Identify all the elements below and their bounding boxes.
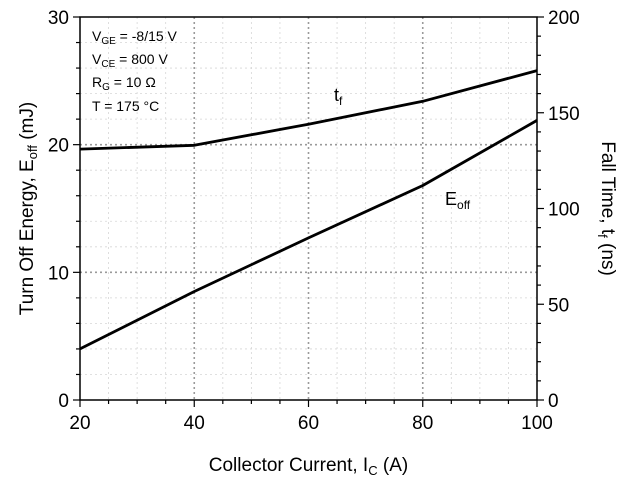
axis-ticks [73,16,544,407]
x-tick-label: 40 [184,413,205,434]
y-right-tick-label: 100 [548,200,580,221]
y-left-tick-label: 20 [48,136,69,157]
y-right-tick-label: 150 [548,104,580,125]
y-axis-title-left: Turn Off Energy, Eoff (mJ) [17,102,40,315]
y-right-tick-label: 0 [548,391,559,412]
condition-rg: RG = 10 Ω [92,74,156,93]
minor-grid [80,17,537,400]
condition-temperature: T = 175 °C [92,98,159,114]
x-tick-label: 60 [298,413,319,434]
y-left-tick-label: 0 [58,391,69,412]
x-axis-title: Collector Current, IC (A) [209,455,408,478]
series-label-eoff: Eoff [445,189,471,212]
series-lines [79,69,538,351]
series-line-e-off [79,119,538,351]
series-line-t-f [79,69,538,151]
major-grid [80,17,537,400]
y-left-tick-label: 10 [48,263,69,284]
y-left-tick-label: 30 [48,8,69,29]
series-label-tf: tf [334,85,343,108]
y-right-tick-label: 200 [548,8,580,29]
x-tick-label: 100 [521,413,553,434]
x-tick-label: 20 [69,413,90,434]
y-axis-title-right: Fall Time, tf (ns) [595,141,618,276]
x-tick-label: 80 [412,413,433,434]
y-right-tick-label: 50 [548,295,569,316]
condition-vce: VCE = 800 V [92,51,168,70]
condition-vge: VGE = -8/15 V [92,28,178,47]
